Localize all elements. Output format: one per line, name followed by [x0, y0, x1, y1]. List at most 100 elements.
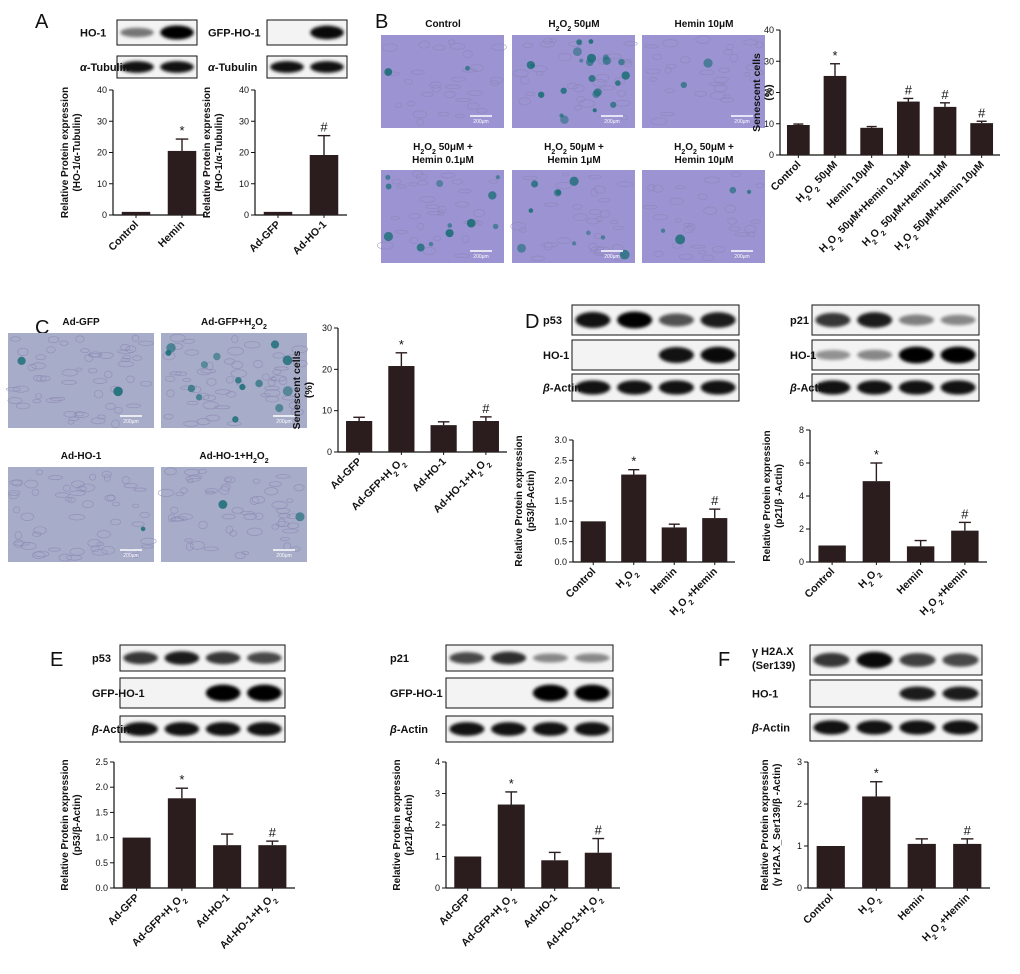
cell — [225, 477, 233, 483]
stained-cell — [600, 235, 606, 240]
cell — [416, 118, 424, 127]
y-tick-label: 20 — [97, 148, 107, 158]
blot-label: β-Actin — [91, 724, 130, 736]
cell — [234, 551, 246, 559]
stained-cell — [517, 243, 526, 253]
cell — [652, 53, 663, 60]
blot-band — [857, 312, 893, 328]
cell — [431, 84, 441, 93]
micrograph-caption: H2O2 50μM + — [674, 142, 734, 156]
cell — [550, 38, 558, 43]
cell — [573, 84, 585, 93]
cell — [122, 548, 139, 557]
blot-band — [205, 651, 241, 665]
micrograph: 200μm — [377, 170, 504, 263]
stained-cell — [200, 361, 208, 369]
cell — [755, 70, 765, 75]
blot-band — [491, 651, 527, 665]
cell — [35, 354, 47, 361]
micrograph: 200μm — [510, 170, 635, 263]
stained-cell — [571, 241, 577, 246]
blot-band — [899, 720, 936, 735]
cell — [62, 484, 71, 492]
bar — [454, 856, 482, 888]
cell — [184, 349, 200, 356]
significance-mark: # — [905, 82, 913, 97]
x-tick-label: Ad-GFP — [437, 892, 473, 928]
cell — [264, 389, 281, 397]
cell — [510, 222, 527, 231]
y-tick-label: 40 — [97, 85, 107, 95]
cell — [31, 488, 40, 496]
y-tick-label: 3 — [797, 757, 802, 767]
cell — [734, 253, 749, 260]
bar — [584, 852, 612, 888]
cell — [432, 44, 446, 51]
stained-cell — [621, 71, 630, 80]
cell — [213, 405, 231, 410]
micrograph: 200μm — [381, 35, 507, 128]
bar — [970, 123, 994, 155]
cell — [167, 514, 176, 523]
x-tick-label: Control — [802, 566, 837, 601]
cell — [128, 552, 140, 558]
cell — [539, 41, 555, 48]
cell — [264, 487, 279, 496]
cell — [69, 490, 86, 496]
stained-cell — [282, 355, 293, 366]
cell — [203, 394, 217, 402]
micrograph-caption: Hemin 10μM — [675, 19, 734, 30]
stained-cell — [385, 183, 392, 190]
stained-cell — [270, 340, 280, 349]
cell — [96, 530, 111, 539]
y-tick-label: 1 — [797, 841, 802, 851]
stained-cell — [385, 174, 391, 181]
cell — [437, 205, 447, 214]
cell — [169, 334, 186, 343]
blot-label: β-Actin — [789, 383, 828, 395]
scale-bar-label: 200μm — [604, 119, 619, 125]
bar — [862, 796, 891, 888]
cell — [616, 90, 627, 97]
y-tick-label: 0 — [769, 150, 774, 160]
cell — [75, 335, 85, 343]
stained-cell — [746, 189, 752, 195]
cell — [88, 368, 98, 374]
cell — [518, 97, 531, 106]
cell — [664, 66, 672, 74]
cell — [744, 224, 757, 234]
cell — [126, 403, 142, 409]
cell — [451, 76, 466, 82]
x-tick-label: Ad-HO-1 — [291, 219, 330, 258]
cell — [578, 99, 596, 108]
blot-band — [532, 653, 568, 663]
cell — [444, 90, 456, 99]
chart-d2: 0 2 4 6 8 Relative Protein expression (p21/β -… — [762, 425, 987, 618]
cell — [132, 503, 140, 508]
bar — [907, 843, 936, 888]
blot-d-right: p21 HO-1 β-Actin — [789, 304, 980, 402]
stained-cell — [187, 384, 196, 393]
cell — [59, 340, 69, 346]
cell — [718, 67, 730, 73]
significance-mark: # — [941, 87, 949, 102]
micrograph-caption: Control — [425, 19, 461, 30]
cell — [576, 95, 585, 103]
y-tick-label: 4 — [435, 757, 440, 767]
x-tick-label: Ad-HO-1 — [521, 892, 560, 931]
y-tick-label: 0.0 — [95, 883, 108, 893]
significance-mark: # — [269, 825, 277, 840]
blot-band — [813, 652, 850, 668]
cell — [703, 206, 718, 215]
cell — [175, 371, 188, 376]
blot-label: α-Tubulin — [80, 62, 130, 74]
micrograph: 200μm — [157, 467, 307, 562]
cell — [122, 355, 132, 360]
cell — [724, 204, 736, 213]
cell — [205, 490, 216, 495]
cell — [522, 175, 538, 181]
chart-d1: 0.0 0.5 1.0 1.5 2.0 2.5 3.0 Relative Protein ex… — [514, 435, 735, 618]
chart-a1: 0 10 20 30 40 Relative Protein expression (HO-… — [60, 85, 205, 254]
x-tick-label: H2O2 — [856, 892, 884, 920]
cell — [223, 476, 236, 484]
